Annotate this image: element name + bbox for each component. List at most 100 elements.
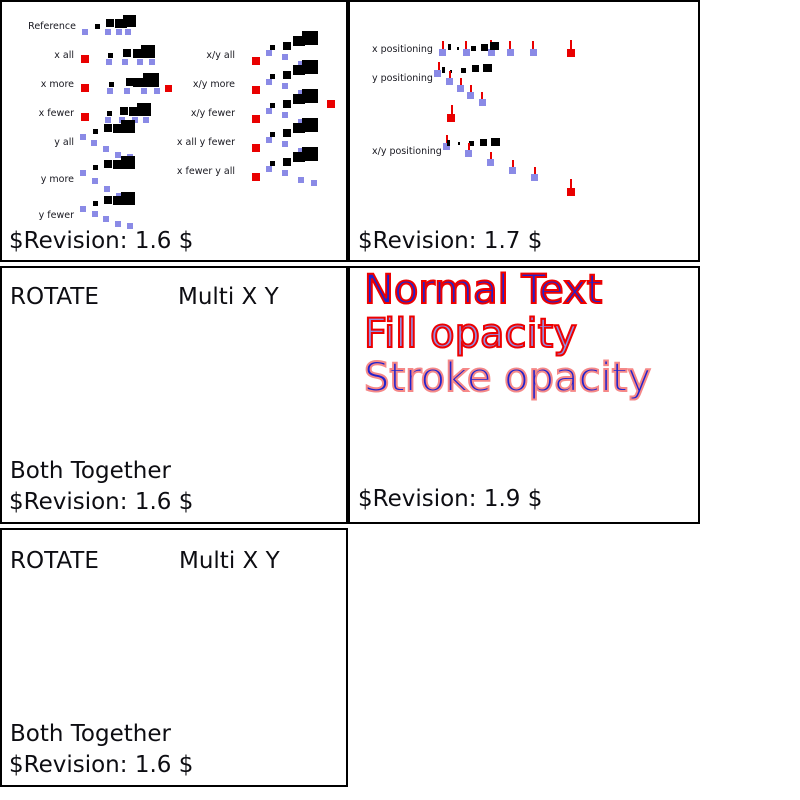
- styled-text-line: Fill opacity: [363, 311, 578, 357]
- row-label: y positioning: [372, 73, 433, 84]
- red-position-marker: [252, 144, 260, 152]
- red-position-marker: [81, 55, 89, 63]
- blue-position-marker: [82, 29, 88, 35]
- red-position-marker: [81, 113, 89, 121]
- blue-position-marker: [116, 29, 122, 35]
- row-label: x positioning: [372, 44, 433, 55]
- blue-position-marker: [103, 216, 109, 222]
- row-label: y all: [54, 137, 74, 148]
- glyph-block: [490, 42, 499, 50]
- glyph-block: [293, 65, 305, 75]
- blue-position-marker: [282, 170, 288, 176]
- red-tick-marker: [534, 167, 536, 175]
- blue-position-marker: [465, 150, 472, 157]
- glyph-block: [480, 139, 487, 146]
- glyph-block: [483, 64, 492, 72]
- blue-position-marker: [125, 29, 131, 35]
- glyph-block: [93, 165, 98, 170]
- blue-position-marker: [282, 83, 288, 89]
- styled-text-line: Normal Text: [363, 267, 603, 313]
- blue-position-marker: [434, 70, 441, 77]
- red-tick-marker: [570, 40, 572, 49]
- red-tick-marker: [468, 143, 470, 151]
- blue-position-marker: [266, 50, 272, 56]
- red-tick-marker: [446, 135, 448, 144]
- blue-position-marker: [105, 117, 111, 123]
- blue-position-marker: [298, 148, 304, 154]
- blue-position-marker: [467, 92, 474, 99]
- row-label: x/y all: [206, 50, 235, 61]
- glyph-block: [270, 74, 275, 79]
- glyph-block: [270, 132, 275, 137]
- glyph-block: [133, 49, 145, 58]
- blue-position-marker: [446, 78, 453, 85]
- blue-position-marker: [149, 59, 155, 65]
- row-label: x all y fewer: [176, 137, 235, 148]
- blue-position-marker: [124, 88, 130, 94]
- glyph-block: [469, 141, 474, 146]
- blue-position-marker: [282, 54, 288, 60]
- blue-position-marker: [298, 90, 304, 96]
- glyph-block: [293, 123, 305, 133]
- glyph-block: [270, 103, 275, 108]
- glyph-block: [109, 82, 114, 87]
- multi-x-y-label: Multi X Y: [179, 548, 280, 574]
- red-position-marker: [447, 114, 455, 122]
- blue-position-marker: [132, 117, 138, 123]
- glyph-block: [126, 78, 134, 86]
- glyph-block: [104, 160, 112, 168]
- blue-position-marker: [154, 88, 160, 94]
- glyph-block: [121, 120, 135, 133]
- opacity-text-lines: Normal Text Fill opacity Stroke opacity: [363, 267, 698, 401]
- red-position-marker: [81, 84, 89, 92]
- glyph-block: [283, 100, 291, 108]
- blue-position-marker: [443, 143, 450, 150]
- glyph-block: [106, 19, 114, 27]
- red-tick-marker: [451, 105, 453, 114]
- blue-position-marker: [488, 49, 495, 56]
- blue-position-marker: [298, 61, 304, 67]
- glyph-block: [95, 24, 100, 29]
- glyph-block: [121, 156, 135, 169]
- both-together-label: Both Together: [10, 458, 171, 484]
- glyph-block: [283, 129, 291, 137]
- both-together-label: Both Together: [10, 721, 171, 747]
- glyph-block: [115, 19, 127, 28]
- glyph-block: [270, 161, 275, 166]
- glyph-block: [302, 118, 318, 132]
- red-position-marker: [567, 49, 575, 57]
- blue-position-marker: [282, 112, 288, 118]
- row-label: y more: [40, 174, 74, 185]
- glyph-block: [450, 70, 452, 73]
- glyph-block: [113, 124, 125, 133]
- red-position-marker: [252, 86, 260, 94]
- blue-position-marker: [127, 223, 133, 229]
- glyph-block: [120, 107, 128, 115]
- glyph-block: [458, 142, 460, 145]
- revision-text: $Revision: 1.6 $: [9, 489, 194, 515]
- glyph-block: [457, 47, 459, 50]
- glyph-block: [302, 60, 318, 74]
- glyph-block: [471, 46, 476, 51]
- red-position-marker: [252, 173, 260, 181]
- glyph-block: [270, 45, 275, 50]
- glyph-block: [113, 160, 125, 169]
- glyph-block: [283, 158, 291, 166]
- red-tick-marker: [449, 71, 451, 79]
- row-label: x more: [40, 79, 74, 90]
- glyph-block: [481, 44, 488, 51]
- glyph-block: [104, 124, 112, 132]
- glyph-block: [141, 45, 155, 58]
- red-position-marker: [165, 85, 172, 92]
- panel-character-positioning: x positioning y positioning x/y positionin…: [348, 0, 700, 262]
- glyph-block: [302, 89, 318, 103]
- blue-position-marker: [143, 117, 149, 123]
- glyph-block: [442, 67, 445, 73]
- glyph-block: [472, 65, 479, 72]
- glyph-block: [302, 31, 318, 45]
- row-label: y fewer: [38, 210, 74, 221]
- rotate-label: ROTATE: [10, 548, 99, 574]
- blue-position-marker: [298, 177, 304, 183]
- blue-position-marker: [487, 159, 494, 166]
- blue-position-marker: [80, 206, 86, 212]
